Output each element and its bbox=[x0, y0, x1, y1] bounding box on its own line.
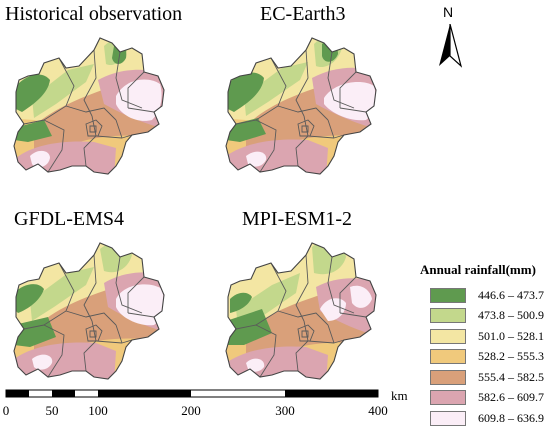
scale-unit: km bbox=[391, 388, 408, 403]
north-label: N bbox=[443, 4, 454, 20]
scale-bar-graphic bbox=[5, 389, 379, 398]
scale-tick: 300 bbox=[275, 403, 295, 418]
scale-tick: 50 bbox=[45, 403, 59, 418]
scale-tick: 100 bbox=[88, 403, 108, 418]
legend-label: 446.6 – 473.7 bbox=[478, 287, 544, 302]
legend-swatch bbox=[430, 287, 466, 303]
scale-bar: km 0 50 100 200 300 400 bbox=[2, 388, 408, 422]
map-panel-historical: Historical observation bbox=[0, 0, 205, 180]
scale-tick: 200 bbox=[181, 403, 201, 418]
rainfall-map bbox=[225, 37, 377, 175]
legend-item: 555.4 – 582.5 bbox=[420, 368, 550, 386]
legend-label: 609.8 – 636.9 bbox=[478, 410, 544, 425]
legend-label: 582.6 – 609.7 bbox=[478, 390, 544, 404]
legend-swatch bbox=[430, 308, 466, 323]
legend-swatch bbox=[430, 369, 466, 385]
legend-swatch bbox=[430, 390, 466, 405]
rainfall-map bbox=[13, 242, 165, 380]
legend-item: 501.0 – 528.1 bbox=[420, 327, 550, 345]
legend-label: 501.0 – 528.1 bbox=[478, 328, 544, 343]
legend-label: 555.4 – 582.5 bbox=[478, 369, 544, 384]
legend-title: Annual rainfall(mm) bbox=[420, 262, 536, 277]
north-arrow-icon bbox=[439, 24, 463, 68]
panel-title: GFDL-EMS4 bbox=[14, 208, 125, 230]
legend-swatch bbox=[430, 328, 466, 344]
scale-tick: 0 bbox=[2, 403, 10, 418]
map-panel-gfdl-ems4: GFDL-EMS4 bbox=[0, 205, 205, 385]
legend-item: 609.8 – 636.9 bbox=[420, 409, 550, 427]
legend-swatch bbox=[430, 410, 466, 426]
legend-item: 473.8 – 500.9 bbox=[420, 307, 550, 325]
legend-label: 473.8 – 500.9 bbox=[478, 308, 544, 322]
map-panel-ec-earth3: EC-Earth3 bbox=[212, 0, 417, 180]
panel-title: EC-Earth3 bbox=[260, 3, 346, 25]
rainfall-map bbox=[13, 37, 165, 175]
legend-item: 446.6 – 473.7 bbox=[420, 286, 550, 304]
legend-item: 528.2 – 555.3 bbox=[420, 348, 550, 366]
legend-label: 528.2 – 555.3 bbox=[478, 349, 544, 363]
north-arrow: N bbox=[432, 4, 468, 74]
legend-swatch bbox=[430, 349, 466, 364]
scale-tick: 400 bbox=[368, 403, 388, 418]
panel-title: MPI-ESM1-2 bbox=[242, 208, 353, 230]
legend-item: 582.6 – 609.7 bbox=[420, 389, 550, 407]
rainfall-map bbox=[225, 242, 377, 380]
legend: Annual rainfall(mm) 446.6 – 473.7 473.8 –… bbox=[420, 262, 550, 430]
panel-title: Historical observation bbox=[5, 3, 183, 25]
map-panel-mpi-esm1-2: MPI-ESM1-2 bbox=[212, 205, 417, 385]
